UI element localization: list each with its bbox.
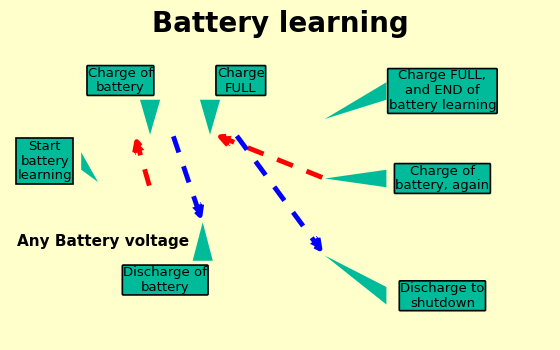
Polygon shape [325,256,386,304]
Text: Start
battery
learning: Start battery learning [17,140,72,182]
Text: Battery learning: Battery learning [152,10,408,38]
Text: Discharge of
battery: Discharge of battery [123,266,207,294]
Text: Charge
FULL: Charge FULL [217,66,265,94]
Text: Charge FULL,
and END of
battery learning: Charge FULL, and END of battery learning [389,70,496,112]
Polygon shape [140,100,160,135]
Polygon shape [325,82,386,119]
Text: Charge of
battery, again: Charge of battery, again [395,164,489,193]
Polygon shape [81,152,98,182]
Text: Charge of
battery: Charge of battery [88,66,153,94]
Polygon shape [325,170,386,187]
Polygon shape [193,222,213,261]
Text: Discharge to
shutdown: Discharge to shutdown [400,282,484,310]
Text: Any Battery voltage: Any Battery voltage [17,234,189,249]
Polygon shape [200,100,220,135]
